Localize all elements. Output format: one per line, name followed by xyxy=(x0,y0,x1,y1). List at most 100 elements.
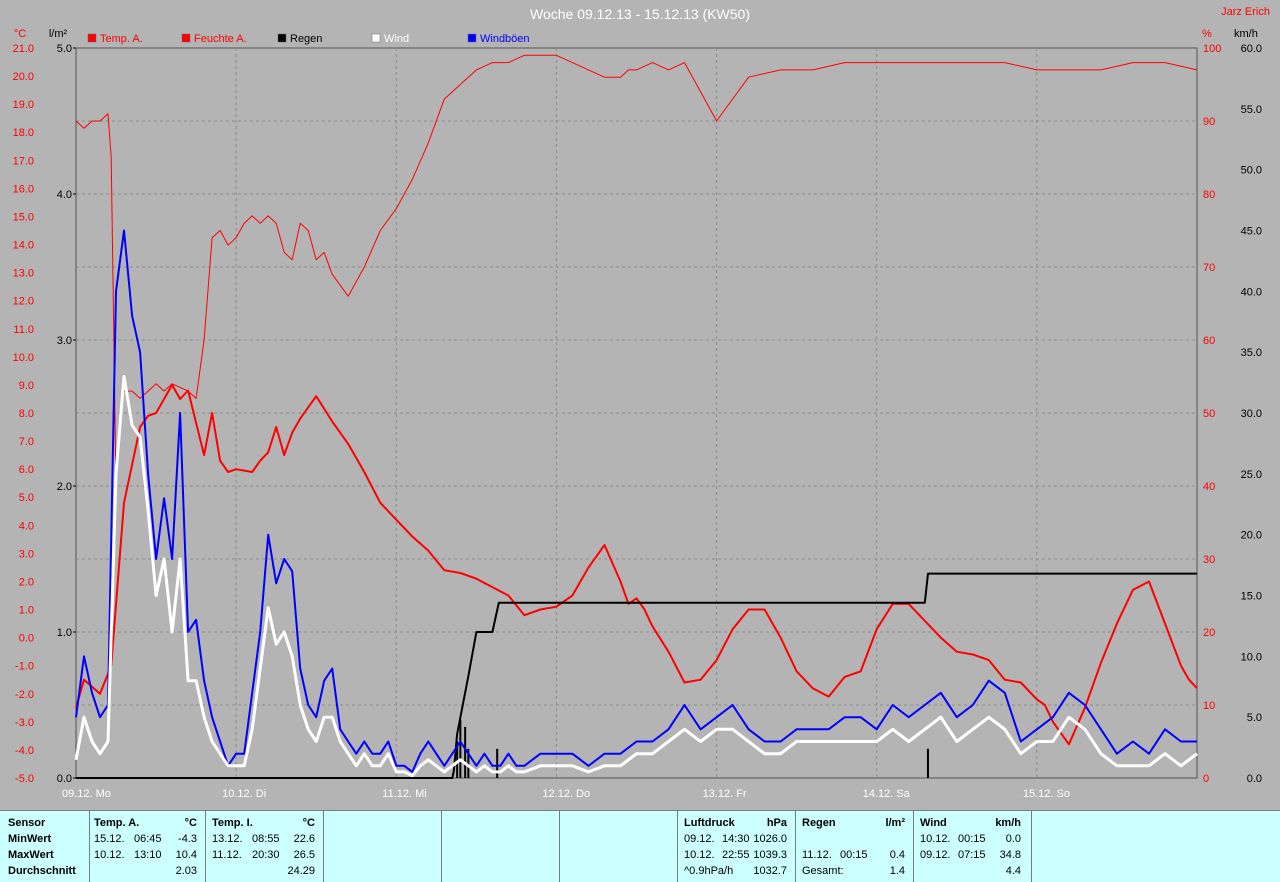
temp-a-max-value: 10.4 xyxy=(175,849,197,861)
humidity-axis-tick-label: 40 xyxy=(1203,481,1215,493)
temp-i-max-time: 20:30 xyxy=(252,849,280,861)
series-line-feuchte-a xyxy=(75,54,1198,487)
durchschnitt-label: Durchschnitt xyxy=(8,865,76,877)
x-axis-day-label: 13.12. Fr xyxy=(703,788,747,800)
wind-axis-tick-label: 25.0 xyxy=(1241,469,1262,481)
temp-axis-tick-label: 6.0 xyxy=(19,464,34,476)
temp-axis-tick-label: 8.0 xyxy=(19,408,34,420)
humidity-axis-tick-label: 100 xyxy=(1203,43,1221,55)
pressure-max-date: 10.12. xyxy=(684,849,715,861)
temp-axis-tick-label: 16.0 xyxy=(13,183,34,195)
stats-temp-a-column: Temp. A. °C 15.12. 06:45 -4.3 10.12. 13:10 10… xyxy=(90,811,206,882)
temp-axis-tick-label: 17.0 xyxy=(13,155,34,167)
temp-a-max-time: 13:10 xyxy=(134,849,162,861)
wind-axis-tick-label: 15.0 xyxy=(1241,591,1262,603)
temp-axis-tick-label: 9.0 xyxy=(19,380,34,392)
rain-max-value: 0.4 xyxy=(889,849,905,861)
rain-axis-tick-label: 5.0 xyxy=(57,43,72,55)
legend-swatch xyxy=(467,33,477,43)
series-line-wind xyxy=(74,375,1198,778)
temp-axis-tick-label: 12.0 xyxy=(13,296,34,308)
wind-header: Wind xyxy=(920,817,947,829)
pressure-header: Luftdruck xyxy=(684,817,735,829)
temp-axis-tick-label: 21.0 xyxy=(13,43,34,55)
legend-label: Temp. A. xyxy=(100,33,143,45)
temp-i-max-value: 26.5 xyxy=(293,849,315,861)
rain-axis-tick-label: 4.0 xyxy=(57,189,72,201)
wind-min-value: 0.0 xyxy=(1005,833,1021,845)
wind-axis-tick-label: 5.0 xyxy=(1247,712,1262,724)
humidity-axis-tick-label: 80 xyxy=(1203,189,1215,201)
stats-pressure-column: Luftdruck hPa 09.12. 14:30 1026.0 10.12. 22:… xyxy=(678,811,796,882)
temp-axis-tick-label: 20.0 xyxy=(13,71,34,83)
wind-axis-tick-label: 55.0 xyxy=(1241,104,1262,116)
temp-i-avg-value: 24.29 xyxy=(287,865,315,877)
humidity-axis-tick-label: 90 xyxy=(1203,116,1215,128)
minwert-label: MinWert xyxy=(8,833,52,845)
temp-axis-tick-label: 15.0 xyxy=(13,211,34,223)
legend-swatch xyxy=(87,33,97,43)
weather-chart: 21.0 20.0 19.0 18.0 17.0 16.0 15.0 14.0 13.0 12.0… xyxy=(13,28,1262,800)
rain-axis-tick-label: 0.0 xyxy=(57,773,72,785)
x-axis-day-label: 15.12. So xyxy=(1023,788,1070,800)
rain-max-date: 11.12. xyxy=(802,849,832,861)
stats-empty-column-2 xyxy=(442,811,560,882)
wind-max-value: 34.8 xyxy=(999,849,1021,861)
wind-max-date: 09.12. xyxy=(920,849,951,861)
pressure-min-date: 09.12. xyxy=(684,833,715,845)
x-axis-day-label: 09.12. Mo xyxy=(62,788,111,800)
wind-axis-tick-label: 0.0 xyxy=(1247,773,1262,785)
rain-max-time: 00:15 xyxy=(840,849,868,861)
humidity-axis-tick-label: 0 xyxy=(1203,773,1209,785)
maxwert-label: MaxWert xyxy=(8,849,54,861)
wind-axis-tick-label: 35.0 xyxy=(1241,347,1262,359)
temp-axis-unit: °C xyxy=(14,28,26,40)
legend-swatch xyxy=(181,33,191,43)
temp-axis-tick-label: 2.0 xyxy=(19,576,34,588)
temp-i-unit: °C xyxy=(302,817,315,829)
x-axis-day-label: 11.12. Mi xyxy=(382,788,426,800)
wind-axis-tick-label: 10.0 xyxy=(1241,651,1262,663)
x-axis-day-label: 14.12. Sa xyxy=(863,788,911,800)
temp-i-min-value: 22.6 xyxy=(293,833,315,845)
temp-axis-tick-label: 18.0 xyxy=(13,127,34,139)
temp-axis-tick-label: 13.0 xyxy=(13,268,34,280)
temp-a-min-date: 15.12. xyxy=(94,833,125,845)
temp-axis-tick-label: 10.0 xyxy=(13,352,34,364)
humidity-axis-tick-label: 30 xyxy=(1203,554,1215,566)
sensor-header: Sensor xyxy=(8,817,46,829)
legend-label: Wind xyxy=(384,33,409,45)
temp-axis-tick-label: -3.0 xyxy=(15,717,34,729)
wind-min-date: 10.12. xyxy=(920,833,951,845)
temp-a-min-time: 06:45 xyxy=(134,833,162,845)
rain-axis-tick-label: 2.0 xyxy=(57,481,72,493)
temp-a-header: Temp. A. xyxy=(94,817,140,829)
rain-total-value: 1.4 xyxy=(889,865,905,877)
temp-a-unit: °C xyxy=(184,817,197,829)
temp-axis-tick-label: 7.0 xyxy=(19,436,34,448)
humidity-axis-tick-label: 60 xyxy=(1203,335,1215,347)
pressure-avg-value: 1032.7 xyxy=(753,865,787,877)
wind-min-time: 00:15 xyxy=(958,833,986,845)
temp-axis-tick-label: -5.0 xyxy=(15,773,34,785)
rain-total-label: Gesamt: xyxy=(802,865,844,877)
temp-axis-tick-label: 0.0 xyxy=(19,633,34,645)
temp-a-min-value: -4.3 xyxy=(178,833,197,845)
pressure-min-time: 14:30 xyxy=(722,833,750,845)
wind-axis-tick-label: 50.0 xyxy=(1241,165,1262,177)
rain-header: Regen xyxy=(802,817,836,829)
rain-axis-tick-label: 1.0 xyxy=(57,627,72,639)
stats-empty-column-1 xyxy=(324,811,442,882)
pressure-min-value: 1026.0 xyxy=(753,833,787,845)
pressure-max-value: 1039.3 xyxy=(753,849,787,861)
rain-unit: l/m² xyxy=(885,817,905,829)
wind-axis-tick-label: 45.0 xyxy=(1241,226,1262,238)
stats-temp-i-column: Temp. I. °C 13.12. 08:55 22.6 11.12. 20:30 26… xyxy=(206,811,324,882)
legend-label: Feuchte A. xyxy=(194,33,247,45)
temp-a-max-date: 10.12. xyxy=(94,849,125,861)
rain-axis-unit: l/m² xyxy=(49,28,68,40)
pressure-trend: ^0.9hPa/h xyxy=(684,865,734,877)
stats-wind-column: Wind km/h 10.12. 00:15 0.0 09.12. 07:15 34.8 … xyxy=(914,811,1032,882)
wind-avg-value: 4.4 xyxy=(1005,865,1021,877)
temp-a-avg-value: 2.03 xyxy=(175,865,197,877)
